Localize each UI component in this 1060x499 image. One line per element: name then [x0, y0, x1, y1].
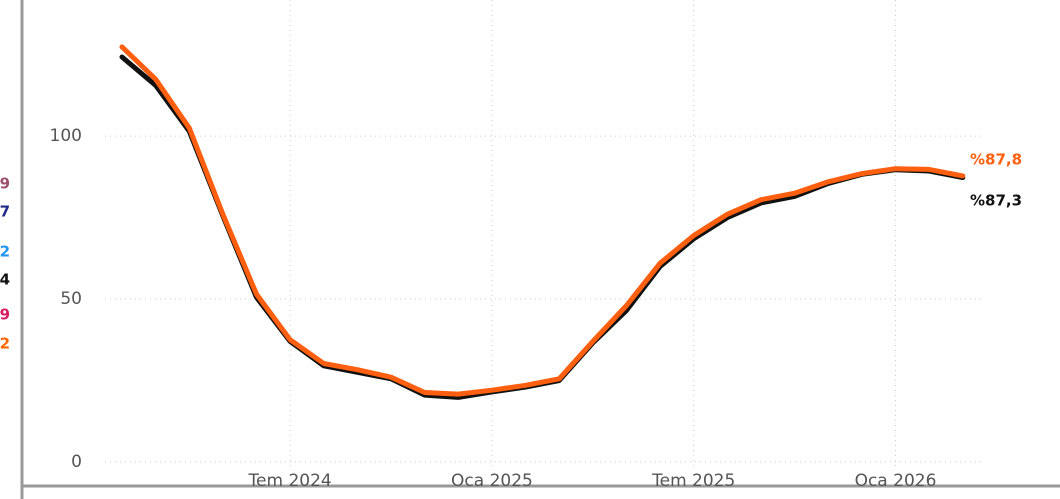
end-value-label: %87,3 — [970, 192, 1022, 210]
x-tick-label: Tem 2025 — [651, 471, 735, 491]
cropped-label: 9 — [0, 306, 10, 324]
series-line — [119, 54, 966, 400]
y-tick-label: 0 — [71, 452, 82, 472]
y-tick-label: 100 — [50, 126, 82, 146]
x-tick-label: Oca 2026 — [855, 471, 937, 491]
y-tick-label: 50 — [60, 289, 82, 309]
series-line — [119, 44, 966, 397]
x-tick-label: Oca 2025 — [451, 471, 533, 491]
cropped-label: 2 — [0, 243, 10, 261]
cropped-label: 7 — [0, 203, 10, 221]
cropped-label: 9 — [0, 175, 10, 193]
end-value-label: %87,8 — [970, 151, 1022, 169]
cropped-label: 2 — [0, 335, 10, 353]
x-tick-label: Tem 2024 — [248, 471, 332, 491]
cropped-label: 4 — [0, 271, 10, 289]
